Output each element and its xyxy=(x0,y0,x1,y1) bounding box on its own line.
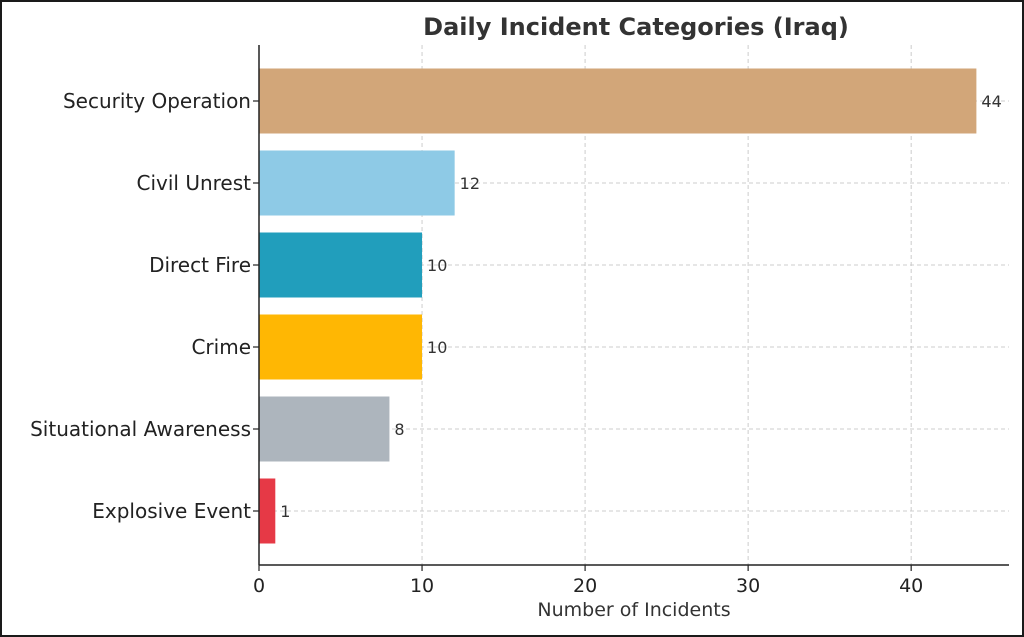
x-tick-label: 0 xyxy=(253,575,265,597)
bar xyxy=(259,314,423,380)
x-tick-label: 40 xyxy=(899,575,923,597)
x-tick-label: 10 xyxy=(410,575,434,597)
category-label: Situational Awareness xyxy=(30,417,251,441)
bar xyxy=(259,396,390,462)
category-label: Direct Fire xyxy=(149,253,251,277)
x-axis-title: Number of Incidents xyxy=(537,599,730,621)
category-label: Explosive Event xyxy=(92,499,251,523)
bars xyxy=(259,68,977,544)
labels: 0 10 20 30 40 Security Operation 44 Civil Unres… xyxy=(30,89,1002,597)
x-tick-label: 20 xyxy=(573,575,597,597)
data-label: 10 xyxy=(427,338,447,357)
axes xyxy=(258,45,1009,566)
chart-title: Daily Incident Categories (Iraq) xyxy=(423,13,849,41)
data-label: 44 xyxy=(981,92,1001,111)
data-label: 10 xyxy=(427,256,447,275)
category-label: Civil Unrest xyxy=(137,171,252,195)
data-label: 12 xyxy=(460,174,480,193)
data-label: 1 xyxy=(280,502,290,521)
category-label: Security Operation xyxy=(63,89,251,113)
category-label: Crime xyxy=(191,335,251,359)
bar xyxy=(259,150,455,216)
data-label: 8 xyxy=(394,420,404,439)
bar xyxy=(259,232,423,298)
bar xyxy=(259,68,977,134)
x-tick-label: 30 xyxy=(736,575,760,597)
bar xyxy=(259,478,276,544)
